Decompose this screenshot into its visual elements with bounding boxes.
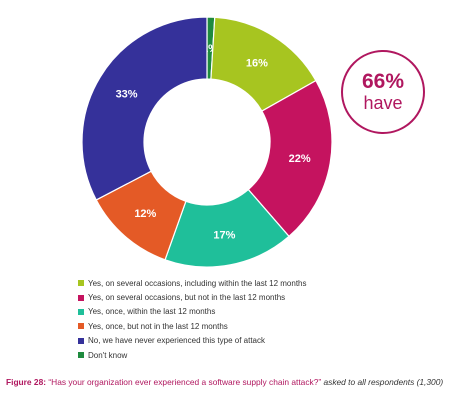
- legend-swatch: [78, 337, 84, 344]
- legend-label: Yes, on several occasions, including wit…: [88, 278, 307, 288]
- slice-label-yes-once-within-the-last-12-months: 17%: [213, 229, 235, 241]
- callout-text: have: [363, 93, 403, 113]
- legend-swatch: [78, 308, 84, 315]
- legend-label: No, we have never experienced this type …: [88, 336, 265, 346]
- caption-note: asked to all respondents (1,300): [323, 377, 444, 387]
- figure-caption: Figure 28: “Has your organization ever e…: [6, 377, 446, 388]
- donut-chart: 1%16%22%17%12%33%: [81, 16, 333, 268]
- legend-swatch: [78, 294, 84, 301]
- legend-item: Yes, once, but not in the last 12 months: [78, 319, 307, 333]
- legend-swatch: [78, 280, 84, 287]
- donut-slice-no-we-have-never-experienced-this-type-of-attack: [81, 16, 208, 201]
- chart-legend: Yes, on several occasions, including wit…: [78, 276, 307, 362]
- callout-circle: 66% have: [341, 50, 425, 134]
- caption-question: “Has your organization ever experienced …: [48, 377, 322, 387]
- legend-swatch: [78, 323, 84, 330]
- slice-label-yes-on-several-occasions-but-not-in-the-last-12-months: 22%: [289, 153, 311, 165]
- slice-label-yes-on-several-occasions-including-within-the-last-12-months: 16%: [246, 57, 268, 69]
- slice-label-no-we-have-never-experienced-this-type-of-attack: 33%: [116, 88, 138, 100]
- legend-item: Yes, on several occasions, including wit…: [78, 276, 307, 290]
- legend-item: Yes, once, within the last 12 months: [78, 305, 307, 319]
- legend-item: No, we have never experienced this type …: [78, 334, 307, 348]
- callout-value: 66%: [361, 70, 405, 93]
- slice-label-yes-once-but-not-in-the-last-12-months: 12%: [134, 208, 156, 220]
- caption-figure-number: Figure 28:: [6, 377, 47, 387]
- legend-item: Yes, on several occasions, but not in th…: [78, 290, 307, 304]
- legend-label: Yes, once, but not in the last 12 months: [88, 321, 228, 331]
- legend-swatch: [78, 352, 84, 359]
- donut-slice-yes-on-several-occasions-but-not-in-the-last-12-months: [247, 79, 333, 238]
- legend-label: Don't know: [88, 350, 128, 360]
- legend-label: Yes, once, within the last 12 months: [88, 307, 216, 317]
- legend-label: Yes, on several occasions, but not in th…: [88, 293, 286, 303]
- legend-item: Don't know: [78, 348, 307, 362]
